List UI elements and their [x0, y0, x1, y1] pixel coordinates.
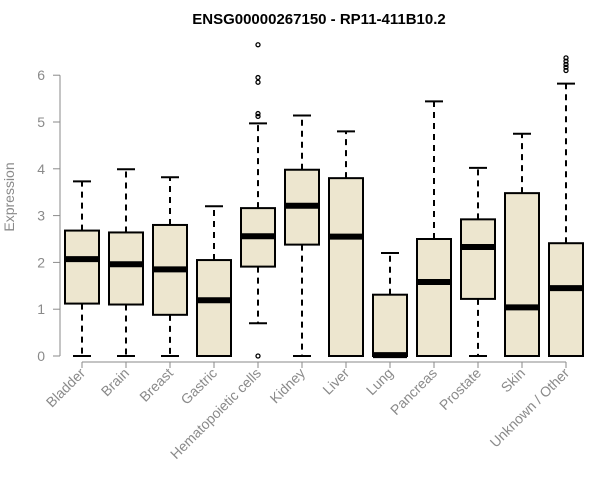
iqr-box — [64, 229, 100, 305]
outlier-point — [563, 58, 569, 64]
y-tick-label: 4 — [37, 161, 45, 177]
x-tick-label: Gastric — [177, 365, 220, 408]
y-axis: 0 1 2 3 4 5 6 — [37, 67, 61, 364]
box-group — [460, 166, 496, 357]
iqr-box — [416, 238, 452, 357]
outlier-point — [563, 64, 569, 70]
box-group — [284, 114, 320, 357]
box-group — [548, 55, 584, 358]
y-tick-label: 3 — [37, 208, 45, 224]
y-tick-label: 5 — [37, 114, 45, 130]
x-tick-label: Brain — [98, 365, 132, 399]
y-tick-label: 6 — [37, 67, 45, 83]
x-tick-label: Lung — [363, 365, 396, 398]
outlier-point — [563, 67, 569, 74]
outlier-point — [255, 353, 261, 359]
box-group — [240, 42, 276, 359]
chart-title: ENSG00000267150 - RP11-411B10.2 — [192, 11, 446, 28]
y-tick-label: 1 — [37, 301, 45, 317]
x-tick-label: Kidney — [267, 365, 309, 407]
box-group — [108, 168, 144, 357]
x-tick-label: Liver — [319, 365, 352, 398]
outlier-point — [255, 113, 261, 120]
box-group — [328, 130, 364, 357]
box-group — [416, 100, 452, 357]
x-tick-label: Skin — [498, 365, 529, 396]
y-tick-label: 0 — [37, 348, 45, 364]
iqr-box — [328, 177, 364, 357]
outlier-point — [255, 74, 261, 81]
y-tick-label: 2 — [37, 254, 45, 270]
outlier-point — [255, 79, 261, 85]
box-group — [372, 252, 408, 359]
plot-area — [64, 42, 584, 359]
x-tick-label: Breast — [136, 365, 176, 405]
outlier-point — [563, 61, 569, 68]
iqr-box — [548, 242, 584, 358]
iqr-box — [108, 231, 144, 306]
outlier-point — [563, 55, 569, 61]
x-tick-label: Unknown / Other — [487, 365, 573, 451]
iqr-box — [460, 218, 496, 300]
x-tick-label: Bladder — [43, 365, 89, 411]
x-tick-label: Pancreas — [387, 365, 440, 418]
box-group — [64, 180, 100, 357]
box-group — [196, 205, 232, 357]
iqr-box — [196, 259, 232, 357]
iqr-box — [372, 293, 408, 357]
box-group — [504, 132, 540, 357]
outlier-point — [255, 42, 261, 48]
iqr-box — [504, 192, 540, 357]
x-tick-label: Prostate — [436, 365, 484, 413]
outlier-point — [255, 110, 261, 117]
y-axis-label: Expression — [1, 162, 17, 231]
box-group — [152, 176, 188, 357]
